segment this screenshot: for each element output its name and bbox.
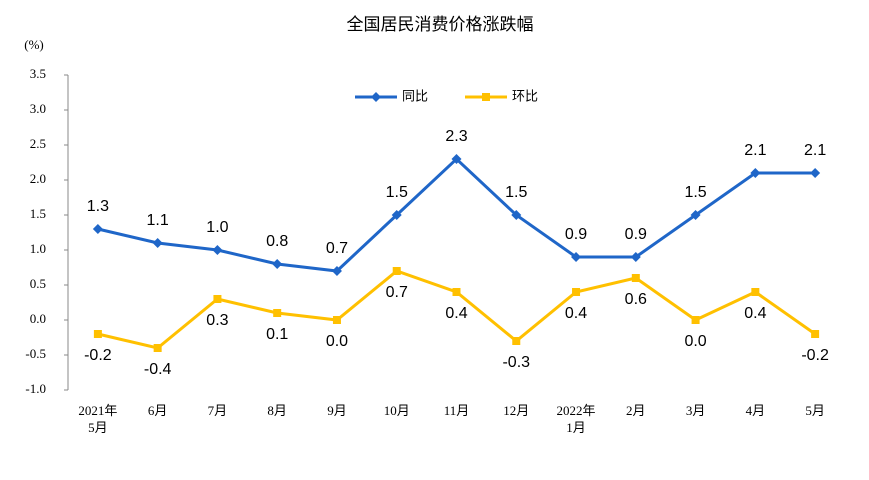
marker bbox=[571, 252, 582, 262]
marker bbox=[750, 168, 761, 178]
x-tick-label: 11月 bbox=[444, 403, 470, 418]
value-label: 0.1 bbox=[266, 326, 288, 343]
marker bbox=[153, 344, 162, 352]
y-tick-label: -0.5 bbox=[25, 346, 46, 361]
x-tick-label: 10月 bbox=[384, 403, 410, 418]
value-label: 2.1 bbox=[744, 142, 766, 159]
marker bbox=[273, 309, 282, 317]
chart-title: 全国居民消费价格涨跌幅 bbox=[347, 15, 534, 35]
x-tick-label: 3月 bbox=[686, 403, 706, 418]
value-label: 0.9 bbox=[625, 226, 647, 243]
legend-label: 同比 bbox=[402, 90, 428, 105]
value-label: -0.2 bbox=[801, 347, 829, 364]
value-label: 0.8 bbox=[266, 233, 288, 250]
y-tick-label: 0.0 bbox=[30, 311, 46, 326]
legend-label: 环比 bbox=[512, 90, 538, 105]
y-tick-label: 1.0 bbox=[30, 241, 46, 256]
value-label: 0.0 bbox=[326, 333, 348, 350]
marker bbox=[452, 288, 461, 296]
y-tick-label: 1.5 bbox=[30, 206, 46, 221]
marker bbox=[92, 224, 103, 234]
value-label: 2.3 bbox=[445, 128, 467, 145]
value-label: 1.1 bbox=[147, 212, 169, 229]
x-tick-label: 7月 bbox=[208, 403, 228, 418]
value-label: 1.3 bbox=[87, 198, 109, 215]
x-tick-label: 12月 bbox=[503, 403, 529, 418]
x-tick-label: 4月 bbox=[746, 403, 766, 418]
marker bbox=[751, 288, 760, 296]
y-tick-label: 3.0 bbox=[30, 101, 46, 116]
x-tick-label: 8月 bbox=[267, 403, 287, 418]
x-tick-label: 2021年 5月 bbox=[78, 403, 117, 435]
y-tick-label: 2.0 bbox=[30, 171, 46, 186]
value-label: 0.0 bbox=[684, 333, 706, 350]
y-axis-label: (%) bbox=[24, 37, 44, 52]
y-tick-label: -1.0 bbox=[25, 381, 46, 396]
value-label: 0.6 bbox=[625, 291, 647, 308]
marker bbox=[511, 210, 522, 220]
x-tick-label: 6月 bbox=[148, 403, 168, 418]
marker bbox=[811, 330, 820, 338]
marker bbox=[810, 168, 821, 178]
marker bbox=[371, 92, 381, 102]
marker bbox=[331, 266, 342, 276]
marker bbox=[691, 316, 700, 324]
marker bbox=[572, 288, 581, 296]
x-tick-label: 9月 bbox=[327, 403, 347, 418]
y-tick-label: 2.5 bbox=[30, 136, 46, 151]
marker bbox=[630, 252, 641, 262]
y-tick-label: 3.5 bbox=[30, 66, 46, 81]
x-tick-label: 2022年 1月 bbox=[557, 403, 596, 435]
marker bbox=[93, 330, 102, 338]
marker bbox=[272, 259, 283, 269]
value-label: 1.0 bbox=[206, 219, 228, 236]
marker bbox=[690, 210, 701, 220]
marker bbox=[482, 93, 490, 101]
marker bbox=[512, 337, 521, 345]
marker bbox=[392, 267, 401, 275]
value-label: 1.5 bbox=[684, 184, 706, 201]
value-label: -0.2 bbox=[84, 347, 112, 364]
x-tick-label: 5月 bbox=[805, 403, 825, 418]
value-label: 1.5 bbox=[386, 184, 408, 201]
value-label: 0.7 bbox=[386, 284, 408, 301]
value-label: 1.5 bbox=[505, 184, 527, 201]
value-label: 0.4 bbox=[744, 305, 766, 322]
value-label: -0.3 bbox=[502, 354, 530, 371]
value-label: 0.9 bbox=[565, 226, 587, 243]
marker bbox=[152, 238, 163, 248]
value-label: 0.7 bbox=[326, 240, 348, 257]
value-label: 0.4 bbox=[565, 305, 587, 322]
marker bbox=[332, 316, 341, 324]
value-label: 2.1 bbox=[804, 142, 826, 159]
value-label: 0.3 bbox=[206, 312, 228, 329]
value-label: -0.4 bbox=[144, 361, 172, 378]
marker bbox=[451, 154, 462, 164]
marker bbox=[212, 245, 223, 255]
marker bbox=[391, 210, 402, 220]
marker bbox=[213, 295, 222, 303]
y-tick-label: 0.5 bbox=[30, 276, 46, 291]
marker bbox=[631, 274, 640, 282]
value-label: 0.4 bbox=[445, 305, 467, 322]
series-line bbox=[97, 156, 816, 273]
x-tick-label: 2月 bbox=[626, 403, 646, 418]
